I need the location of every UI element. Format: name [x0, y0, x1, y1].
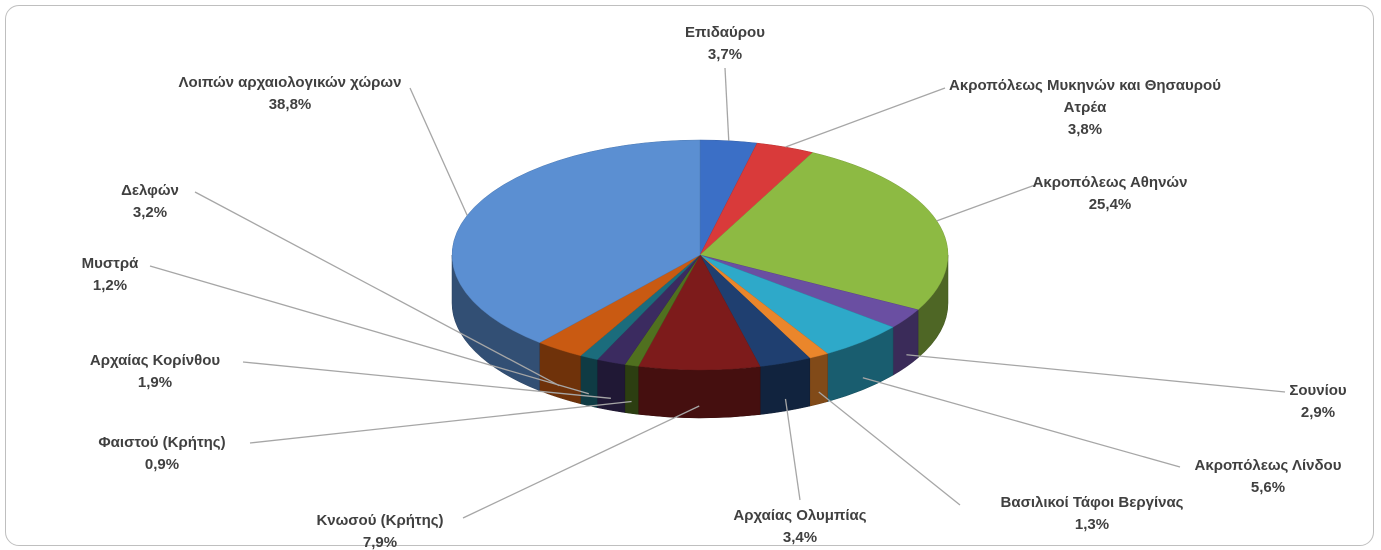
slice-side	[624, 364, 639, 415]
slice-value: 1,2%	[92, 277, 128, 294]
slice-value: 5,6%	[1250, 479, 1286, 496]
slice-name: Ακροπόλεως Λίνδου	[1194, 457, 1342, 474]
slice-name: Σουνίου	[1289, 382, 1347, 399]
slice-value: 25,4%	[1088, 196, 1132, 213]
slice-value: 3,8%	[1067, 121, 1103, 138]
leader-line	[194, 191, 560, 387]
slice-name: Μυστρά	[81, 255, 139, 272]
slice-tops	[451, 139, 949, 371]
slice-name: Αρχαίας Ολυμπίας	[733, 507, 867, 524]
leader-line	[785, 87, 946, 148]
data-label: Σουνίου 2,9%	[1273, 380, 1363, 424]
slice-side	[809, 353, 828, 407]
data-label: Βασιλικοί Τάφοι Βεργίνας 1,3%	[957, 492, 1227, 536]
slice-name: Φαιστού (Κρήτης)	[98, 434, 226, 451]
slice-name: Επιδαύρου	[685, 24, 765, 41]
leader-line	[149, 265, 589, 395]
data-label: Φαιστού (Κρήτης) 0,9%	[72, 432, 252, 476]
data-label: Αρχαίας Κορίνθου 1,9%	[60, 350, 250, 394]
slice-name: Ακροπόλεως Μυκηνών και Θησαυρού Ατρέα	[949, 77, 1221, 116]
leader-line	[936, 184, 1036, 222]
data-label: Δελφών 3,2%	[100, 180, 200, 224]
data-label: Ακροπόλεως Μυκηνών και Θησαυρού Ατρέα 3,8…	[940, 75, 1230, 141]
slice-value: 38,8%	[268, 96, 312, 113]
leader-line	[242, 361, 611, 399]
chart-frame	[5, 5, 1374, 546]
slice-value: 1,3%	[1074, 516, 1110, 533]
leader-line	[249, 400, 632, 444]
leader-line	[818, 391, 961, 506]
slice-value: 1,9%	[137, 374, 173, 391]
slice-side	[580, 355, 598, 408]
slice-value: 3,7%	[707, 46, 743, 63]
slice-value: 0,9%	[144, 456, 180, 473]
slice-name: Ακροπόλεως Αθηνών	[1032, 174, 1188, 191]
slice	[451, 139, 701, 343]
data-label: Κνωσού (Κρήτης) 7,9%	[295, 510, 465, 550]
data-label: Αρχαίας Ολυμπίας 3,4%	[690, 505, 910, 549]
slice-side	[638, 366, 761, 419]
slice-name: Κνωσού (Κρήτης)	[316, 512, 444, 529]
slice-name: Βασιλικοί Τάφοι Βεργίνας	[1000, 494, 1184, 511]
slice-name: Λοιπών αρχαιολογικών χώρων	[178, 74, 402, 91]
leader-line	[724, 67, 730, 141]
slice-value: 3,4%	[782, 529, 818, 546]
leader-line	[862, 377, 1181, 468]
slice-value: 2,9%	[1300, 404, 1336, 421]
data-label: Επιδαύρου 3,7%	[645, 22, 805, 66]
leader-line	[462, 405, 700, 519]
slice-name: Αρχαίας Κορίνθου	[89, 352, 221, 369]
leader-line	[906, 354, 1286, 393]
data-label: Λοιπών αρχαιολογικών χώρων 38,8%	[165, 72, 415, 116]
data-label: Μυστρά 1,2%	[65, 253, 155, 297]
data-label: Ακροπόλεως Λίνδου 5,6%	[1173, 455, 1363, 499]
slice-name: Δελφών	[121, 182, 179, 199]
slice-value: 7,9%	[362, 534, 398, 550]
slice	[637, 254, 761, 371]
data-label: Ακροπόλεως Αθηνών 25,4%	[1000, 172, 1220, 216]
leader-line	[409, 87, 468, 216]
leader-line	[784, 398, 801, 501]
slice-value: 3,2%	[132, 204, 168, 221]
slice-side	[759, 357, 811, 415]
